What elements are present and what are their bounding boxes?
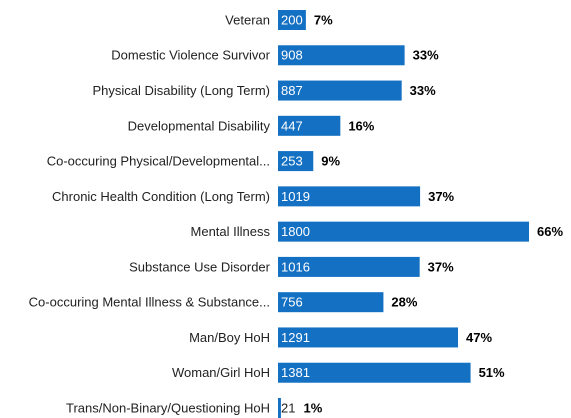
bar xyxy=(278,292,384,313)
share-label: 37% xyxy=(428,259,454,274)
value-label: 200 xyxy=(281,12,303,27)
bar xyxy=(278,151,314,172)
share-label: 37% xyxy=(428,189,454,204)
value-label: 756 xyxy=(281,295,303,310)
value-label: 1381 xyxy=(281,365,310,380)
share-label: 51% xyxy=(479,365,505,380)
bar xyxy=(278,45,405,66)
bar xyxy=(278,10,306,30)
share-label: 16% xyxy=(348,118,374,133)
category-label: Co-occuring Mental Illness & Substance..… xyxy=(29,295,270,310)
category-label: Developmental Disability xyxy=(128,118,271,133)
share-label: 33% xyxy=(413,48,439,63)
share-label: 1% xyxy=(303,400,322,415)
category-label: Co-occuring Physical/Developmental... xyxy=(47,154,270,169)
bar xyxy=(278,221,529,242)
share-label: 7% xyxy=(314,12,333,27)
share-label: 47% xyxy=(466,330,492,345)
share-label: 33% xyxy=(410,83,436,98)
category-label: Veteran xyxy=(225,12,270,27)
category-label: Trans/Non-Binary/Questioning HoH xyxy=(66,400,270,415)
share-label: 28% xyxy=(391,295,417,310)
bar xyxy=(278,80,402,101)
value-label: 1016 xyxy=(281,259,310,274)
value-label: 1800 xyxy=(281,224,310,239)
value-label: 1019 xyxy=(281,189,310,204)
bar xyxy=(278,398,281,418)
category-label: Domestic Violence Survivor xyxy=(111,48,270,63)
bar xyxy=(278,327,459,348)
value-label: 887 xyxy=(281,83,303,98)
share-label: 9% xyxy=(321,154,340,169)
value-label: 908 xyxy=(281,48,303,63)
category-label: Physical Disability (Long Term) xyxy=(93,83,271,98)
category-label: Chronic Health Condition (Long Term) xyxy=(52,189,270,204)
category-label: Substance Use Disorder xyxy=(129,259,271,274)
category-label: Mental Illness xyxy=(191,224,271,239)
bar xyxy=(278,362,471,383)
value-label: 1291 xyxy=(281,330,310,345)
category-label: Man/Boy HoH xyxy=(189,330,270,345)
share-label: 66% xyxy=(537,224,563,239)
category-label: Woman/Girl HoH xyxy=(172,365,270,380)
bar xyxy=(278,256,420,277)
bar xyxy=(278,115,341,136)
value-label: 447 xyxy=(281,118,303,133)
value-label: 253 xyxy=(281,154,303,169)
value-label: 21 xyxy=(281,400,295,415)
bar xyxy=(278,186,421,207)
